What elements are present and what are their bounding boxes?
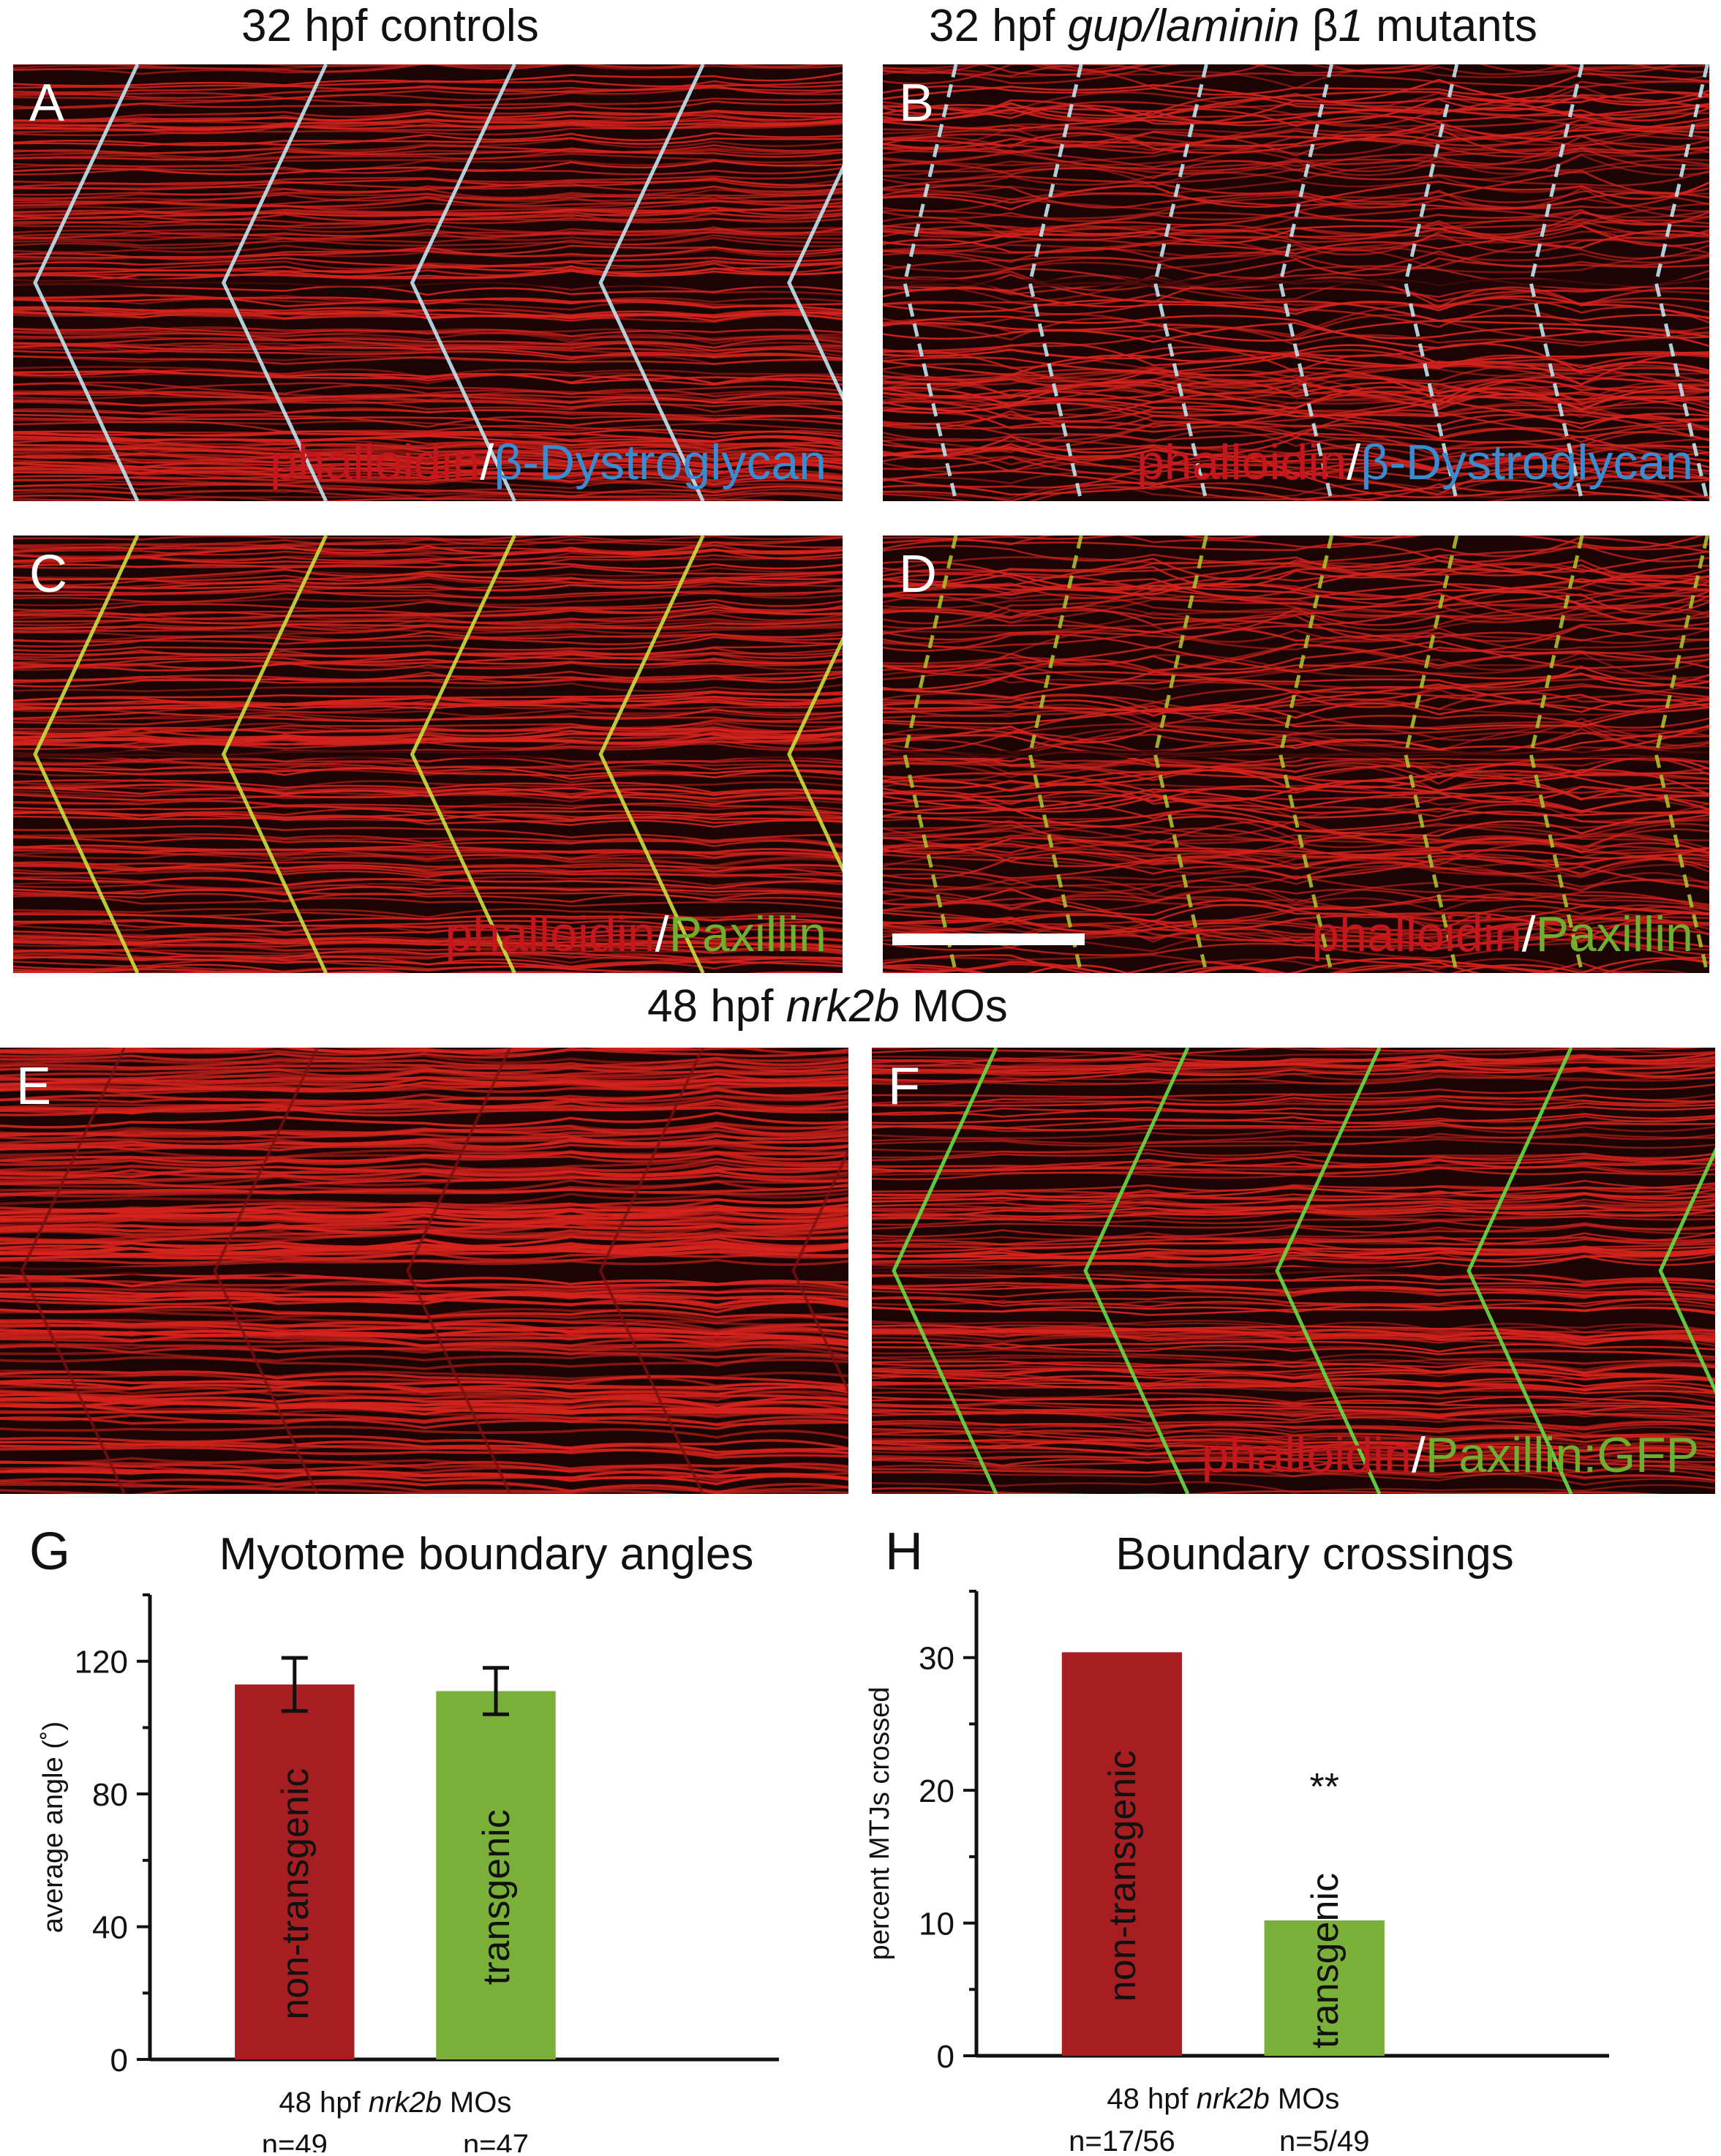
y-tick-label: 80: [92, 1777, 128, 1813]
stain-label-f: phalloidin/Paxillin:GFP: [1201, 1427, 1699, 1483]
bar-label: transgenic: [475, 1809, 518, 1985]
sample-size-label: n=17/56: [1069, 2125, 1175, 2152]
myotome-boundaries: [33, 64, 843, 501]
micrograph-f: [872, 1048, 1715, 1494]
bar-non-transgenic: [1061, 1652, 1183, 2056]
muscle-fibers: [13, 536, 843, 973]
error-bar: [281, 1656, 308, 1713]
significance-marker: **: [1310, 1766, 1339, 1808]
micrograph-d: [883, 536, 1709, 973]
chart-h: H Boundary crossings 0 10 20 30 percent MTJs c…: [856, 1500, 1721, 2156]
chart-title: Myotome boundary angles: [219, 1529, 754, 1580]
myotome-boundaries: [903, 536, 1709, 973]
panel-a: A phalloidin/β-Dystroglycan: [13, 64, 843, 501]
panel-c: C phalloidin/Paxillin: [13, 536, 843, 973]
bar-transgenic: [436, 1691, 556, 2059]
panel-b: B phalloidin/β-Dystroglycan: [883, 64, 1709, 501]
panel-letter-c: C: [29, 545, 67, 604]
chart-g: G Myotome boundary angles 0 40 80 120 average …: [0, 1500, 856, 2156]
y-tick-label: 20: [919, 1773, 954, 1809]
myotome-boundaries: [903, 64, 1709, 501]
myotome-boundaries: [33, 536, 843, 973]
chart-h-svg: H Boundary crossings 0 10 20 30 percent MTJs c…: [865, 1522, 1609, 2156]
bar-label: transgenic: [1304, 1873, 1347, 2048]
panel-letter-b: B: [899, 74, 935, 132]
y-tick-label: 120: [75, 1645, 128, 1680]
panel-letter-f: F: [888, 1057, 920, 1116]
muscle-fibers: [0, 1048, 848, 1494]
muscle-fibers: [872, 1048, 1715, 1494]
myotome-boundaries: [20, 1048, 848, 1494]
error-bar: [483, 1666, 509, 1716]
sample-size-label: n=5/49: [1279, 2125, 1369, 2152]
panel-letter-d: D: [899, 545, 937, 604]
bar-non-transgenic: [235, 1684, 355, 2059]
y-tick-label: 40: [92, 1910, 128, 1946]
panel-e: E: [0, 1048, 848, 1494]
y-tick-label: 10: [919, 1907, 954, 1942]
bar-label: non-transgenic: [1101, 1750, 1144, 2002]
panel-d: D phalloidin/Paxillin: [883, 536, 1709, 973]
y-tick-label: 0: [937, 2039, 954, 2075]
y-tick-label: 30: [919, 1641, 954, 1677]
panel-letter-e: E: [16, 1057, 52, 1116]
bar-label: non-transgenic: [274, 1768, 317, 2020]
scale-bar: [892, 934, 1085, 945]
chart-letter: G: [29, 1522, 70, 1581]
y-axis-label: average angle (˚): [38, 1721, 69, 1933]
sample-size-label: n=47: [463, 2129, 529, 2152]
stain-label-c: phalloidin/Paxillin: [445, 906, 826, 962]
chart-g-svg: G Myotome boundary angles 0 40 80 120 average …: [29, 1522, 779, 2156]
chart-caption: 48 hpf nrk2b MOs: [1107, 2083, 1339, 2115]
header-mutants: 32 hpf gup/laminin β1 mutants: [929, 1, 1537, 51]
header-nrk2b: 48 hpf nrk2b MOs: [647, 981, 1008, 1032]
micrograph-b: [883, 64, 1709, 501]
stain-label-d: phalloidin/Paxillin: [1311, 906, 1693, 962]
sample-size-label: n=49: [262, 2129, 328, 2152]
panel-letter-a: A: [29, 74, 65, 132]
header-controls: 32 hpf controls: [241, 1, 539, 51]
stain-label-b: phalloidin/β-Dystroglycan: [1136, 435, 1693, 490]
muscle-fibers: [13, 64, 843, 501]
myotome-boundaries: [892, 1048, 1715, 1494]
chart-title: Boundary crossings: [1115, 1529, 1514, 1580]
bar-transgenic: [1264, 1920, 1385, 2056]
panel-f: F phalloidin/Paxillin:GFP: [872, 1048, 1715, 1494]
micrograph-e: [0, 1048, 848, 1494]
micrograph-c: [13, 536, 843, 973]
chart-caption: 48 hpf nrk2b MOs: [279, 2086, 511, 2119]
y-axis-label: percent MTJs crossed: [865, 1687, 895, 1961]
y-tick-label: 0: [110, 2043, 128, 2078]
micrograph-a: [13, 64, 843, 501]
chart-letter: H: [885, 1522, 923, 1581]
stain-label-a: phalloidin/β-Dystroglycan: [269, 435, 826, 490]
